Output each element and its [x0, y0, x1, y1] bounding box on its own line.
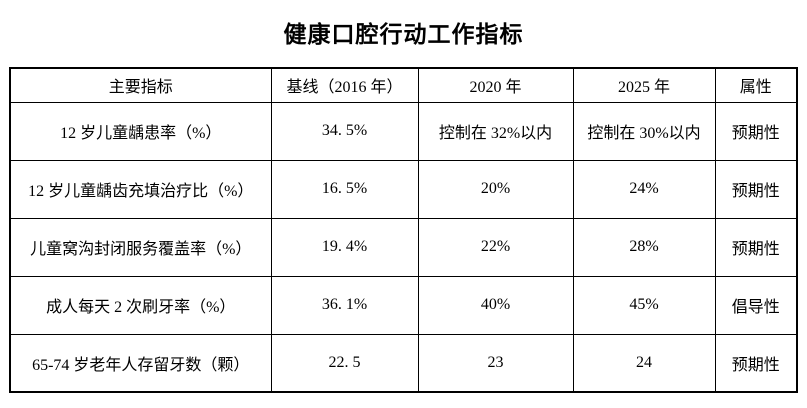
cell-2025: 控制在 30%以内	[572, 101, 716, 161]
cell-attribute: 预期性	[714, 333, 798, 393]
cell-2020: 20%	[417, 159, 574, 219]
column-header-attribute: 属性	[714, 67, 798, 103]
cell-indicator: 儿童窝沟封闭服务覆盖率（%）	[9, 217, 272, 277]
cell-2025: 28%	[572, 217, 716, 277]
cell-2025: 45%	[572, 275, 716, 335]
cell-baseline: 16. 5%	[270, 159, 419, 219]
table-row: 65-74 岁老年人存留牙数（颗） 22. 5 23 24 预期性	[9, 333, 798, 393]
indicators-table: 主要指标 基线（2016 年） 2020 年 2025 年 属性 12 岁儿童龋…	[9, 67, 798, 393]
table-row: 成人每天 2 次刷牙率（%） 36. 1% 40% 45% 倡导性	[9, 275, 798, 335]
cell-attribute: 预期性	[714, 101, 798, 161]
cell-2020: 23	[417, 333, 574, 393]
cell-baseline: 34. 5%	[270, 101, 419, 161]
cell-indicator: 12 岁儿童龋齿充填治疗比（%）	[9, 159, 272, 219]
cell-attribute: 倡导性	[714, 275, 798, 335]
table-row: 儿童窝沟封闭服务覆盖率（%） 19. 4% 22% 28% 预期性	[9, 217, 798, 277]
cell-2020: 控制在 32%以内	[417, 101, 574, 161]
cell-2020: 40%	[417, 275, 574, 335]
cell-baseline: 36. 1%	[270, 275, 419, 335]
column-header-2020: 2020 年	[417, 67, 574, 103]
cell-indicator: 65-74 岁老年人存留牙数（颗）	[9, 333, 272, 393]
cell-baseline: 22. 5	[270, 333, 419, 393]
cell-baseline: 19. 4%	[270, 217, 419, 277]
table-header-row: 主要指标 基线（2016 年） 2020 年 2025 年 属性	[9, 67, 798, 103]
cell-2025: 24	[572, 333, 716, 393]
cell-indicator: 成人每天 2 次刷牙率（%）	[9, 275, 272, 335]
column-header-baseline-2016: 基线（2016 年）	[270, 67, 419, 103]
table-row: 12 岁儿童龋齿充填治疗比（%） 16. 5% 20% 24% 预期性	[9, 159, 798, 219]
cell-2020: 22%	[417, 217, 574, 277]
column-header-indicator: 主要指标	[9, 67, 272, 103]
cell-attribute: 预期性	[714, 217, 798, 277]
cell-attribute: 预期性	[714, 159, 798, 219]
cell-2025: 24%	[572, 159, 716, 219]
cell-indicator: 12 岁儿童龋患率（%）	[9, 101, 272, 161]
column-header-2025: 2025 年	[572, 67, 716, 103]
table-row: 12 岁儿童龋患率（%） 34. 5% 控制在 32%以内 控制在 30%以内 …	[9, 101, 798, 161]
page-title: 健康口腔行动工作指标	[283, 22, 524, 47]
